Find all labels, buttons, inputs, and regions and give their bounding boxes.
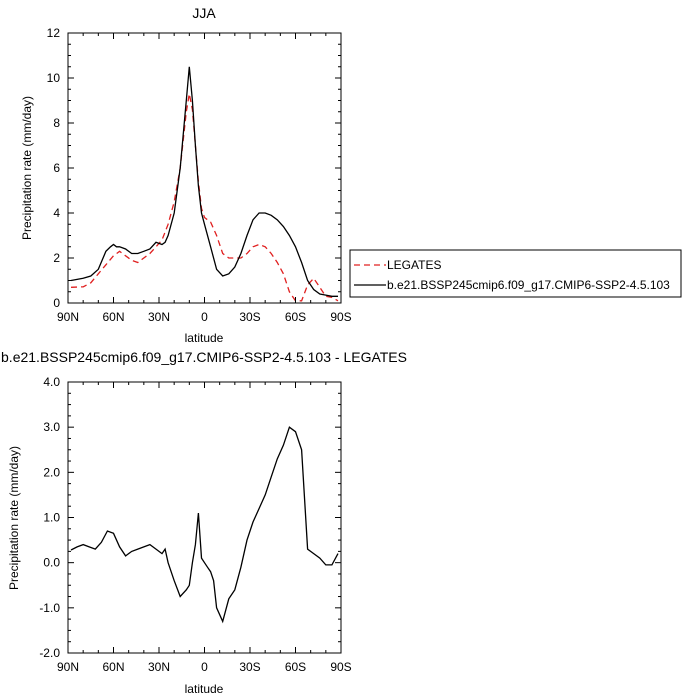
legend-label-legates: LEGATES bbox=[387, 258, 441, 272]
top-chart-frame bbox=[67, 32, 342, 304]
x-tick-label: 60N bbox=[102, 660, 124, 674]
y-tick-label: 8 bbox=[53, 116, 60, 130]
legend-box bbox=[349, 249, 682, 298]
x-tick-label: 90S bbox=[330, 660, 351, 674]
legend-label-model: b.e21.BSSP245cmip6.f09_g17.CMIP6-SSP2-4.… bbox=[387, 278, 670, 292]
x-tick-label: 60N bbox=[102, 310, 124, 324]
y-tick-label: 10 bbox=[47, 71, 61, 85]
x-tick-label: 0 bbox=[201, 660, 208, 674]
y-tick-label: 2.0 bbox=[43, 465, 60, 479]
y-tick-label: 6 bbox=[53, 161, 60, 175]
y-tick-label: -2.0 bbox=[39, 646, 60, 660]
top-chart-x-ticks: 90N 60N 30N 0 30S 60S 90S bbox=[57, 33, 352, 324]
x-tick-label: 30S bbox=[239, 310, 260, 324]
x-tick-label: 30N bbox=[148, 310, 170, 324]
bottom-chart-curves bbox=[70, 426, 339, 624]
x-tick-label: 60S bbox=[285, 660, 306, 674]
x-tick-label: 90N bbox=[57, 660, 79, 674]
series-line-0 bbox=[70, 93, 339, 302]
x-tick-label: 90N bbox=[57, 310, 79, 324]
bottom-chart-title: b.e21.BSSP245cmip6.f09_g17.CMIP6-SSP2-4.… bbox=[1, 349, 407, 365]
x-tick-label: 0 bbox=[201, 310, 208, 324]
top-chart: JJA 90N 60N 30N 0 30S 60S 90S 0 2 4 6 8 10 12 latitu… bbox=[20, 5, 682, 345]
y-tick-label: 2 bbox=[53, 251, 60, 265]
top-chart-title: JJA bbox=[192, 5, 216, 21]
bottom-chart-x-axis-title: latitude bbox=[185, 682, 224, 696]
bottom-chart-x-ticks: 90N 60N 30N 0 30S 60S 90S bbox=[57, 382, 352, 674]
y-tick-label: 4.0 bbox=[43, 375, 60, 389]
bottom-chart-frame bbox=[67, 381, 342, 654]
y-tick-label: 4 bbox=[53, 206, 60, 220]
x-tick-label: 90S bbox=[330, 310, 351, 324]
top-chart-y-axis-title: Precipitation rate (mm/day) bbox=[20, 96, 34, 240]
y-tick-label: 3.0 bbox=[43, 420, 60, 434]
y-tick-label: -1.0 bbox=[39, 601, 60, 615]
x-tick-label: 30N bbox=[148, 660, 170, 674]
top-chart-x-axis-title: latitude bbox=[185, 331, 224, 345]
bottom-chart: b.e21.BSSP245cmip6.f09_g17.CMIP6-SSP2-4.… bbox=[1, 349, 407, 696]
top-chart-curves bbox=[70, 66, 339, 302]
bottom-chart-y-axis-title: Precipitation rate (mm/day) bbox=[7, 446, 21, 590]
y-tick-label: 0 bbox=[53, 296, 60, 310]
y-tick-label: 1.0 bbox=[43, 511, 60, 525]
bottom-chart-y-ticks: -2.0 -1.0 0.0 1.0 2.0 3.0 4.0 bbox=[39, 375, 341, 660]
y-tick-label: 12 bbox=[47, 26, 61, 40]
top-chart-legend: LEGATES b.e21.BSSP245cmip6.f09_g17.CMIP6… bbox=[349, 249, 682, 298]
top-chart-y-ticks: 0 2 4 6 8 10 12 bbox=[47, 26, 341, 310]
x-tick-label: 60S bbox=[285, 310, 306, 324]
x-tick-label: 30S bbox=[239, 660, 260, 674]
series-line-0 bbox=[70, 426, 339, 624]
y-tick-label: 0.0 bbox=[43, 556, 60, 570]
series-line-1 bbox=[70, 66, 338, 297]
